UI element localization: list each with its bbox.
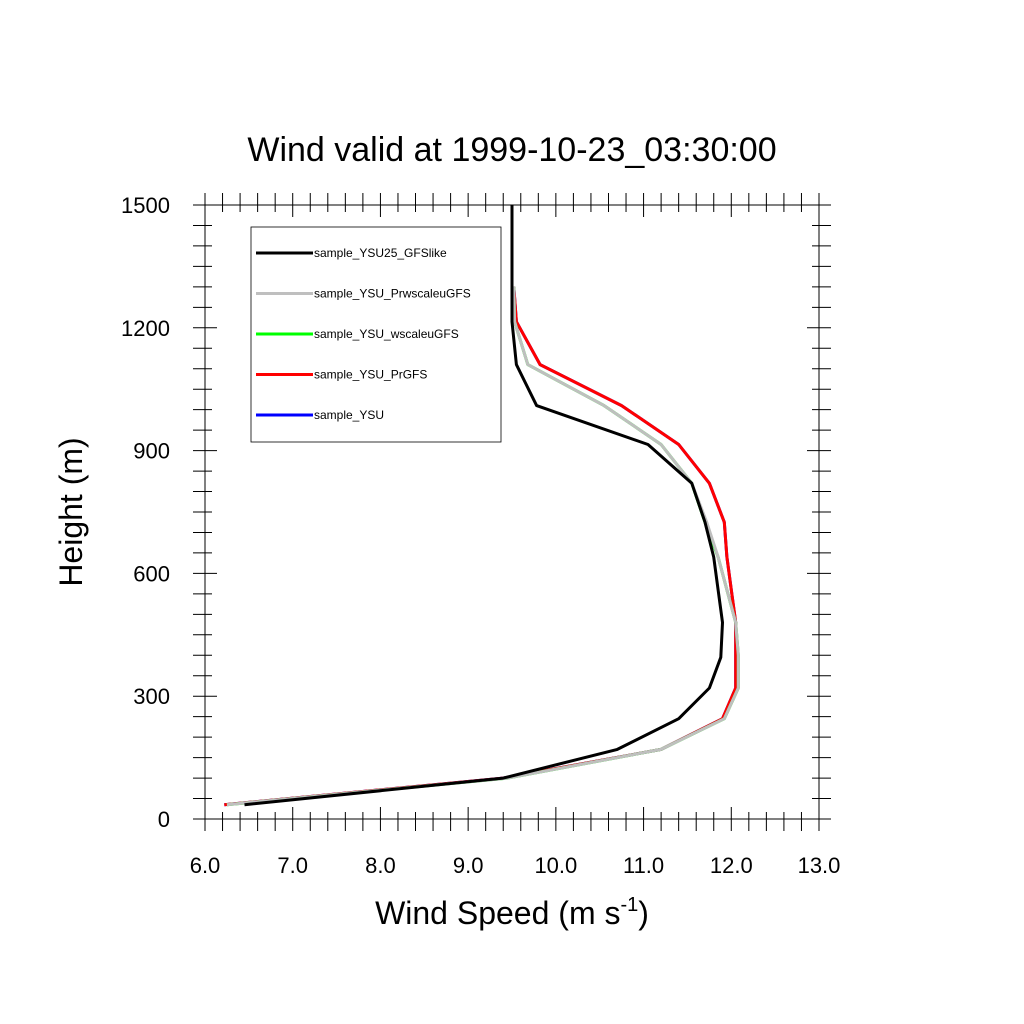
legend: sample_YSU25_GFSlike sample_YSU_Prwscaleu… [250,226,502,443]
x-axis-label-close: ) [638,895,649,931]
y-axis-label: Height (m) [53,437,89,586]
legend-label: sample_YSU_wscaleuGFS [314,327,459,341]
x-axis-label-superscript: -1 [620,894,638,916]
y-tick-label: 1500 [121,193,170,218]
legend-label: sample_YSU_PrGFS [314,368,427,382]
x-tick-labels: 6.0 7.0 8.0 9.0 10.0 11.0 12.0 13.0 [190,853,841,878]
y-tick-label: 900 [133,439,170,464]
y-tick-label: 0 [158,807,170,832]
x-tick-label: 11.0 [623,853,664,878]
series-line-sample-ysu25-gfslike [244,205,724,807]
plot-frame [204,204,820,820]
series-layer [224,205,740,807]
axis-ticks [193,193,831,831]
legend-label: sample_YSU_PrwscaleuGFS [314,287,471,301]
x-tick-label: 10.0 [534,853,577,878]
y-tick-labels: 0 300 600 900 1200 1500 [121,193,170,832]
x-axis-label: Wind Speed (m s-1) [375,894,649,931]
y-tick-label: 600 [133,561,170,586]
x-tick-label: 8.0 [365,853,396,878]
x-tick-label: 6.0 [190,853,221,878]
x-tick-label: 7.0 [277,853,308,878]
series-line-sample-ysu-prwscaleugfs [226,286,740,807]
x-tick-label: 13.0 [798,853,841,878]
legend-label: sample_YSU [314,408,384,422]
y-tick-label: 300 [133,684,170,709]
x-tick-label: 9.0 [453,853,484,878]
x-axis-label-main: Wind Speed (m s [375,895,620,931]
y-tick-label: 1200 [121,316,170,341]
legend-label: sample_YSU25_GFSlike [314,246,447,260]
x-tick-label: 12.0 [710,853,753,878]
chart-title: Wind valid at 1999-10-23_03:30:00 [247,131,776,169]
